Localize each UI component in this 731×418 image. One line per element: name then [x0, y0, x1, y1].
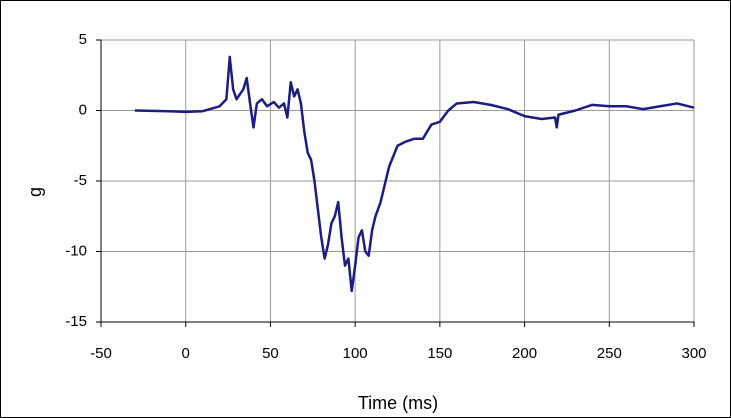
y-tick-label: -15 — [65, 313, 87, 330]
y-tick-label: 5 — [79, 31, 87, 48]
x-tick-label: 300 — [681, 345, 706, 362]
x-tick-label: 200 — [512, 345, 537, 362]
x-axis-title: Time (ms) — [358, 393, 438, 413]
x-tick-label: 250 — [597, 345, 622, 362]
data-line — [134, 55, 695, 293]
x-tick-label: 0 — [182, 345, 190, 362]
y-tick-label: 0 — [79, 101, 87, 118]
x-tick-label: 100 — [343, 345, 368, 362]
x-tick-label: -50 — [90, 345, 112, 362]
y-tick-label: -10 — [65, 242, 87, 259]
y-axis-title: g — [25, 187, 45, 197]
y-tick-label: -5 — [74, 172, 87, 189]
x-tick-label: 150 — [427, 345, 452, 362]
x-tick-label: 50 — [262, 345, 279, 362]
